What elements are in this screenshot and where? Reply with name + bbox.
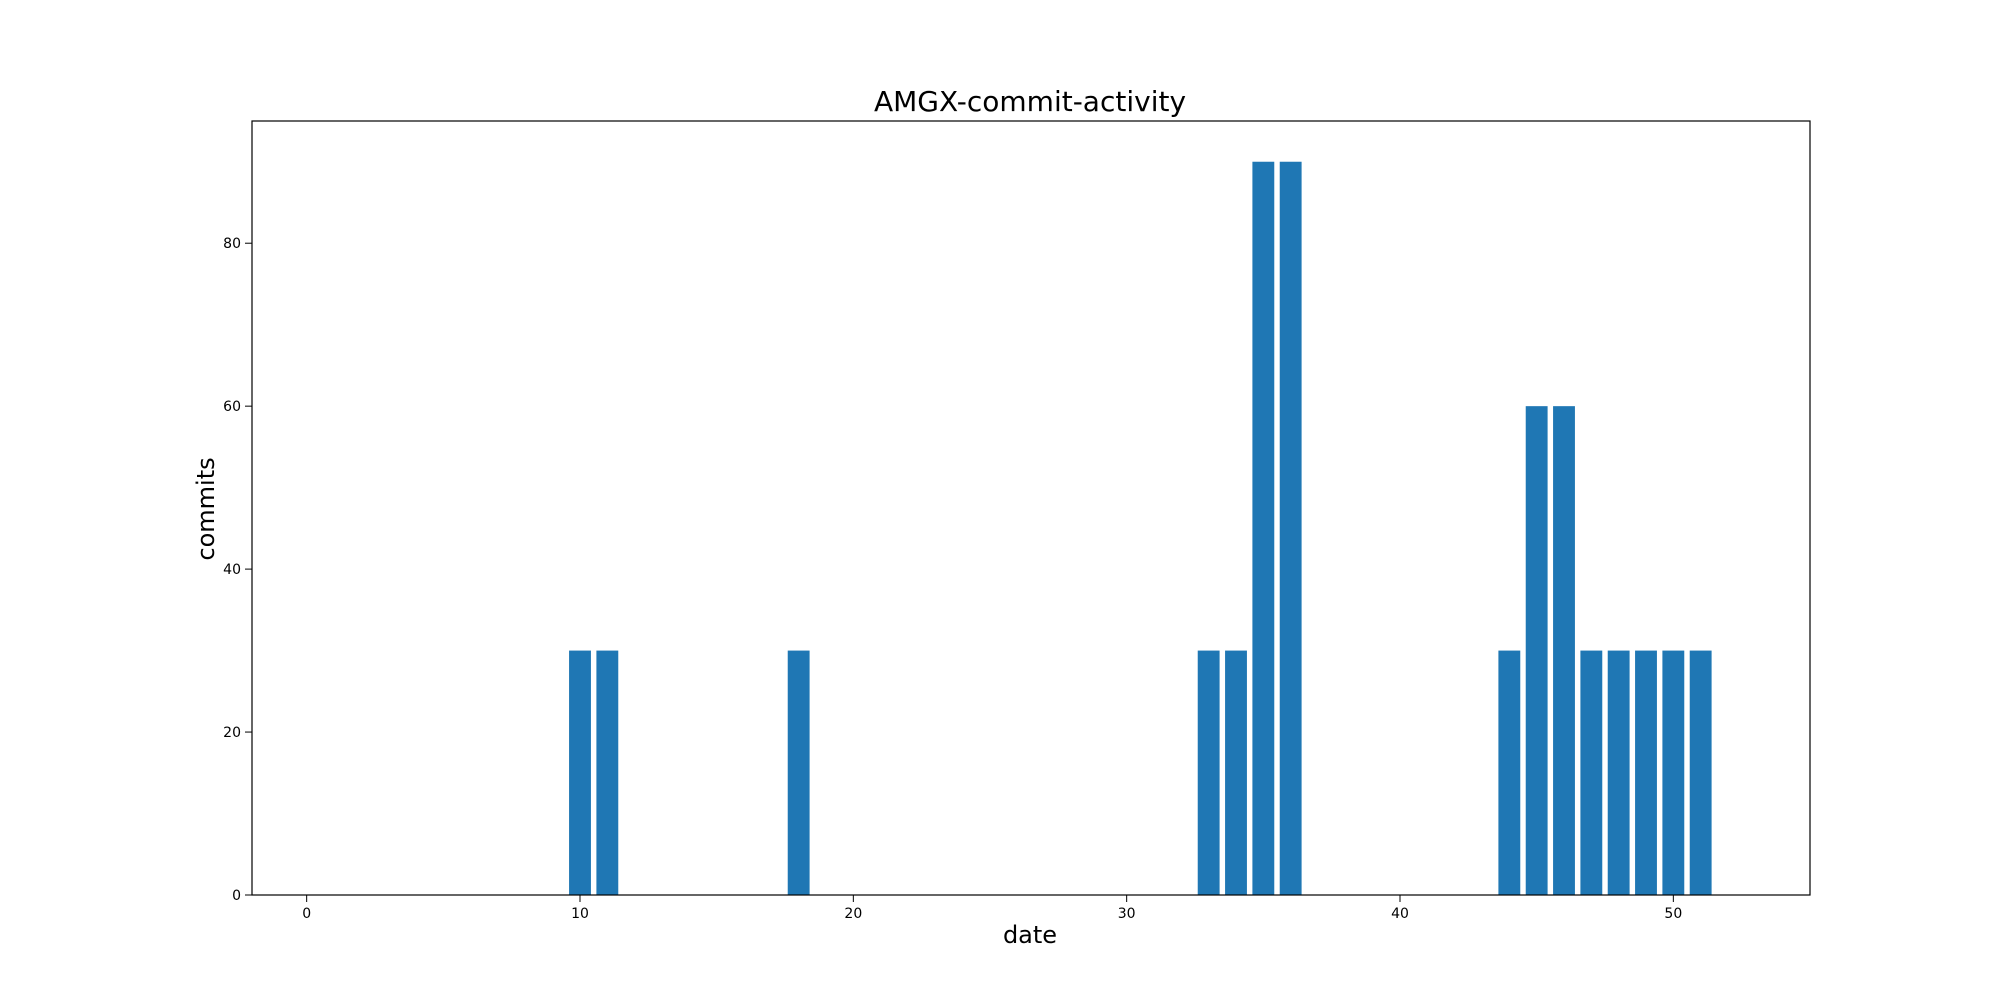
bar <box>1225 650 1247 895</box>
bar <box>1525 406 1548 895</box>
y-axis-ticks: 0 20 40 60 80 <box>223 236 252 904</box>
x-tick-label: 50 <box>1664 906 1682 922</box>
bar <box>1279 161 1302 896</box>
y-tick-label: 20 <box>223 725 241 741</box>
x-tick-label: 30 <box>1118 906 1136 922</box>
y-tick-label: 0 <box>232 888 241 904</box>
y-tick-label: 40 <box>223 562 241 578</box>
bar <box>1252 161 1275 896</box>
bars-group <box>569 161 1712 896</box>
y-axis-label: commits <box>192 457 220 560</box>
x-tick-label: 40 <box>1391 906 1409 922</box>
bar <box>1607 650 1630 895</box>
x-tick-label: 20 <box>844 906 862 922</box>
y-tick-label: 80 <box>223 236 241 252</box>
bar <box>1498 650 1521 895</box>
bar <box>1635 650 1657 895</box>
bar <box>596 650 619 895</box>
x-axis-ticks: 0 10 20 30 40 50 <box>302 895 1682 922</box>
plot-frame <box>251 120 1811 896</box>
bar <box>787 650 810 895</box>
x-tick-label: 0 <box>302 906 311 922</box>
bar <box>569 650 591 895</box>
bar <box>1689 650 1712 895</box>
bar <box>1662 650 1685 895</box>
bar <box>1580 650 1603 895</box>
bar <box>1197 650 1220 895</box>
bar <box>1553 406 1575 895</box>
x-tick-label: 10 <box>571 906 589 922</box>
chart-title: AMGX-commit-activity <box>874 85 1186 118</box>
y-tick-label: 60 <box>223 399 241 415</box>
x-axis-label: date <box>1003 921 1057 949</box>
